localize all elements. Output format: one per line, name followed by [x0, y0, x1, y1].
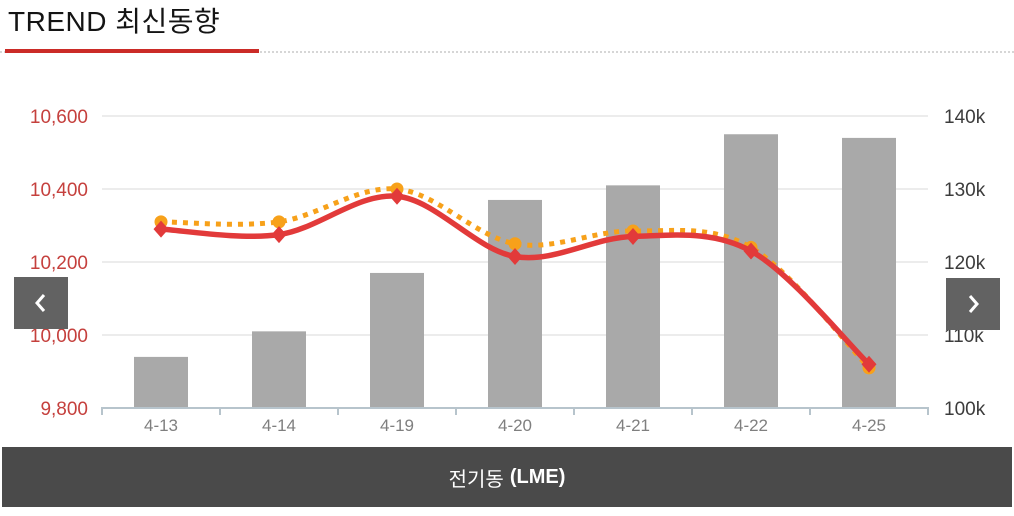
left-axis-label: 10,400 — [30, 180, 88, 201]
carousel-prev-button[interactable] — [14, 277, 68, 329]
solid-line-marker — [389, 187, 405, 205]
left-axis-label: 10,200 — [30, 253, 88, 274]
left-axis-label: 10,000 — [30, 326, 88, 347]
chart-caption-bar: 전기동 (LME) — [2, 447, 1012, 507]
bar-4-22 — [724, 134, 778, 408]
solid-line-marker — [271, 226, 287, 244]
solid-line-marker — [861, 355, 877, 373]
right-axis-label: 110k — [944, 326, 984, 347]
x-axis-labels: 4-13 4-14 4-19 4-20 4-21 4-22 4-25 — [144, 416, 886, 435]
solid-line-marker — [507, 248, 523, 266]
x-axis-label: 4-25 — [852, 416, 886, 435]
bar-4-21 — [606, 185, 660, 408]
bar-series — [134, 134, 896, 408]
dotted-line-marker — [272, 215, 286, 229]
solid-line-marker — [743, 242, 759, 260]
bar-4-14 — [252, 331, 306, 408]
chevron-right-icon — [962, 291, 984, 317]
right-axis-labels: 140k 130k 120k 110k 100k — [944, 107, 986, 420]
x-axis-label: 4-21 — [616, 416, 650, 435]
x-axis-label: 4-14 — [262, 416, 296, 435]
right-axis-label: 120k — [944, 253, 986, 274]
left-axis-label: 9,800 — [40, 399, 88, 420]
solid-line-marker — [153, 220, 169, 238]
x-axis-label: 4-13 — [144, 416, 178, 435]
caption-name: 전기동 — [448, 468, 504, 491]
title-underline — [5, 49, 259, 53]
right-axis-label: 130k — [944, 180, 986, 201]
solid-line-series — [153, 187, 877, 373]
trend-chart: 10,600 10,400 10,200 10,000 9,800 140k 130k 120… — [30, 107, 986, 435]
carousel-next-button[interactable] — [946, 278, 1000, 330]
bar-4-20 — [488, 199, 542, 408]
page-title: TREND 최신동향 — [8, 6, 221, 37]
caption-unit: (LME) — [509, 465, 566, 488]
x-axis-label: 4-19 — [380, 416, 414, 435]
header-divider — [0, 51, 1014, 53]
x-axis-label: 4-20 — [498, 416, 532, 435]
x-axis-label: 4-22 — [734, 416, 768, 435]
right-axis-label: 100k — [944, 399, 986, 420]
left-axis-labels: 10,600 10,400 10,200 10,000 9,800 — [30, 107, 88, 420]
left-axis-label: 10,600 — [30, 107, 88, 128]
chevron-left-icon — [30, 290, 52, 316]
right-axis-label: 140k — [944, 107, 986, 128]
x-axis — [101, 407, 929, 415]
dotted-line-marker — [508, 237, 522, 251]
bar-4-19 — [370, 272, 424, 408]
solid-line-marker — [625, 227, 641, 245]
bar-4-13 — [134, 356, 188, 408]
chart-area: 10,600 10,400 10,200 10,000 9,800 140k 130k 120… — [0, 100, 1014, 440]
